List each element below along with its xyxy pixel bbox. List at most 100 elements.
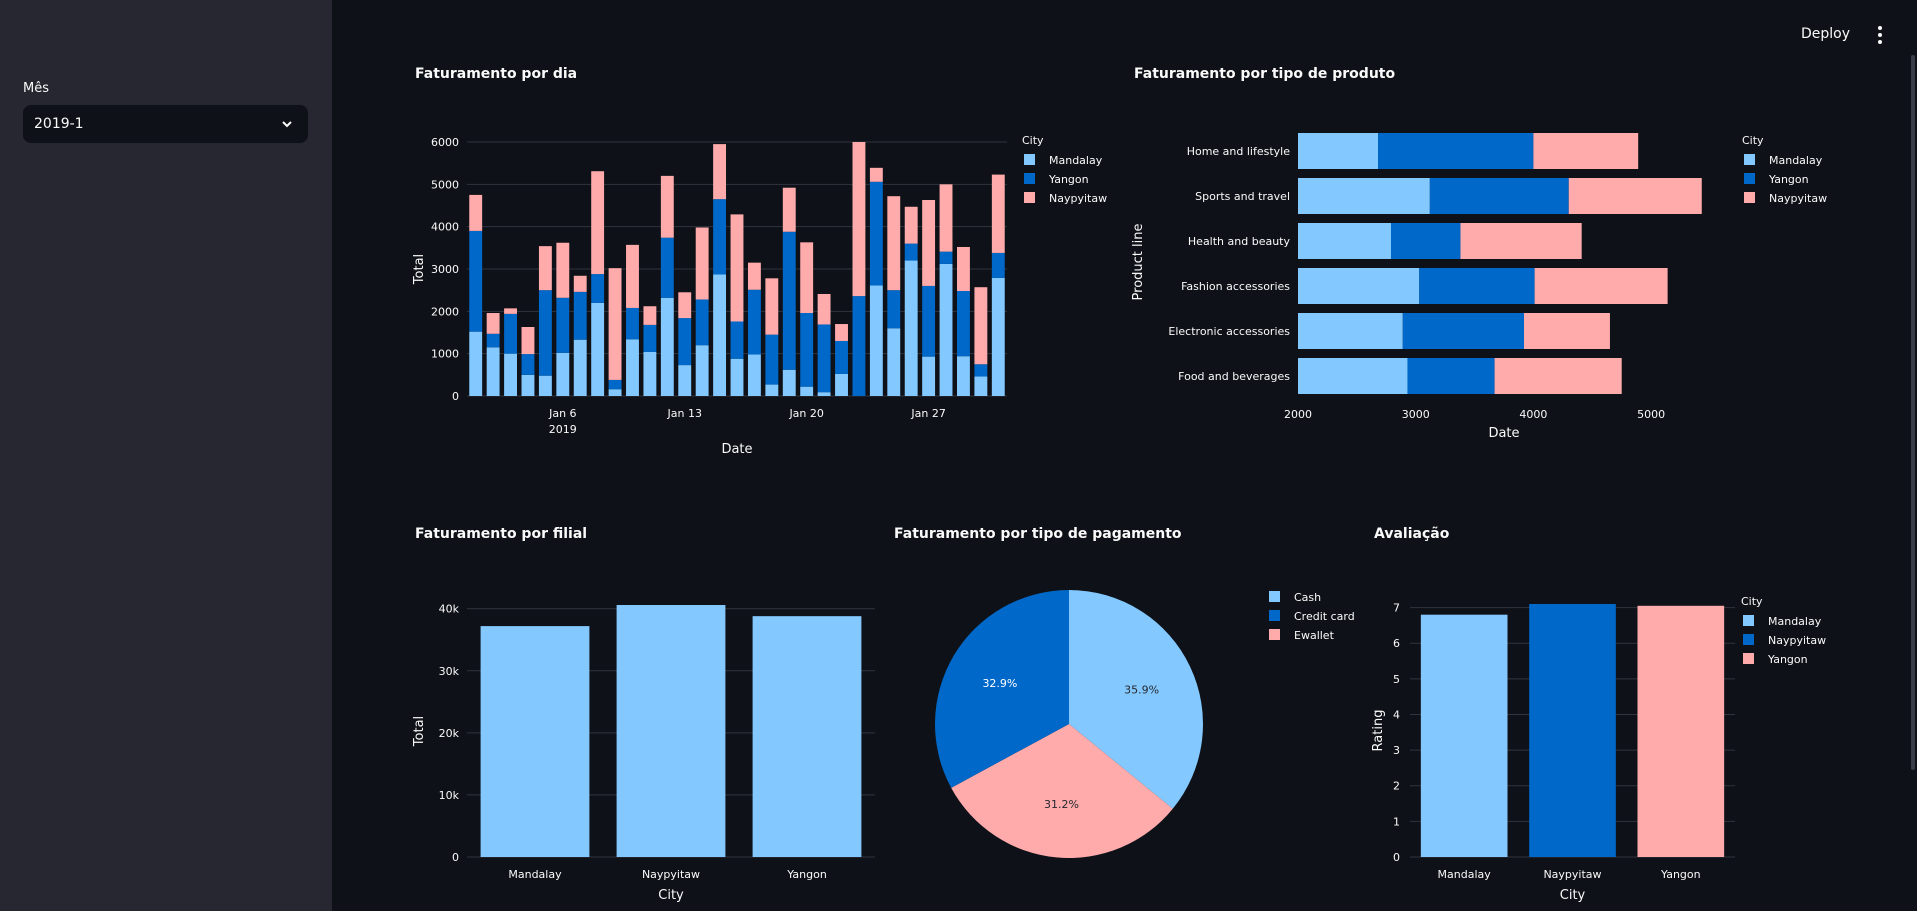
bar-segment xyxy=(1298,223,1391,259)
bar-segment xyxy=(852,142,866,297)
bar-segment xyxy=(521,354,535,375)
bar-segment xyxy=(747,289,761,355)
bar-segment xyxy=(1402,313,1525,349)
y-tick-label: Home and lifestyle xyxy=(1187,145,1291,158)
bar-segment xyxy=(974,376,988,396)
bar-segment xyxy=(887,290,901,329)
bar-segment xyxy=(521,326,535,355)
product-revenue-chart[interactable]: Home and lifestyle Sports and travel Healt… xyxy=(1125,120,1865,450)
y-tick-label: 4000 xyxy=(431,221,459,234)
month-select[interactable]: 2019-1 xyxy=(23,105,308,143)
y-tick-label: 2 xyxy=(1393,780,1400,793)
bar-segment xyxy=(730,214,744,322)
y-tick-label: 6 xyxy=(1393,637,1400,650)
x-axis-title: City xyxy=(658,888,684,903)
bar-segment xyxy=(504,353,517,396)
bar-segment xyxy=(922,199,936,286)
bar-segment xyxy=(504,313,517,354)
bar-segment xyxy=(591,171,605,275)
pie-slice xyxy=(951,724,1173,858)
y-tick-label: 5000 xyxy=(431,178,459,191)
chevron-down-icon xyxy=(282,121,292,128)
bar-segment xyxy=(713,199,727,275)
legend-label: Ewallet xyxy=(1294,629,1335,642)
x-tick-label: 3000 xyxy=(1402,408,1430,421)
x-axis-title: Date xyxy=(1488,426,1519,441)
y-tick-label: Fashion accessories xyxy=(1181,280,1290,293)
bar-segment xyxy=(939,251,953,264)
branch-revenue-chart[interactable]: 0 10k 20k 30k 40k Mandalay Naypyitaw Yangon City… xyxy=(405,585,885,911)
y-tick-label: 40k xyxy=(439,603,460,616)
pie-slice xyxy=(1069,590,1203,809)
bar-segment xyxy=(643,306,657,325)
bar-segment xyxy=(591,274,605,303)
legend-swatch xyxy=(1744,173,1755,184)
bar-segment xyxy=(678,365,692,396)
bar xyxy=(480,626,590,857)
bar-segment xyxy=(800,313,814,387)
product-revenue-title: Faturamento por tipo de produto xyxy=(1134,66,1396,82)
bar-segment xyxy=(608,389,622,396)
branch-revenue-title: Faturamento por filial xyxy=(415,526,588,542)
bar-segment xyxy=(1429,178,1569,214)
legend-label: Yangon xyxy=(1048,173,1089,186)
bar-segment xyxy=(817,324,831,393)
bar-segment xyxy=(922,285,936,357)
x-tick-label: 2000 xyxy=(1284,408,1312,421)
legend-swatch xyxy=(1024,173,1035,184)
bar-segment xyxy=(713,274,727,396)
bar-segment xyxy=(556,352,570,396)
bar-segment xyxy=(730,358,744,396)
y-tick-label: 10k xyxy=(439,789,460,802)
bar-segment xyxy=(538,375,552,396)
bar xyxy=(1529,604,1616,857)
bar-segment xyxy=(660,237,674,298)
bar-segment xyxy=(835,324,848,341)
bar-segment xyxy=(765,334,779,385)
daily-revenue-chart[interactable]: 0 1000 2000 3000 4000 5000 6000 Jan 6 2019 Jan 13… xyxy=(405,120,1125,465)
sidebar: Mês 2019-1 xyxy=(0,0,332,911)
bar-segment xyxy=(1568,178,1702,214)
payment-revenue-chart[interactable]: 35.9% 31.2% 32.9% Cash Credit card Ewallet xyxy=(925,585,1375,875)
legend-swatch xyxy=(1269,591,1280,602)
legend-swatch xyxy=(1269,629,1280,640)
x-tick-label: Yangon xyxy=(786,868,827,881)
legend-swatch xyxy=(1743,615,1754,626)
legend-swatch xyxy=(1743,653,1754,664)
legend-swatch xyxy=(1269,610,1280,621)
y-tick-label: 2000 xyxy=(431,305,459,318)
x-tick-label: 4000 xyxy=(1519,408,1547,421)
x-axis-title: Date xyxy=(721,442,752,457)
x-tick-label: Naypyitaw xyxy=(642,868,700,881)
bar-segment xyxy=(1533,133,1639,169)
bar-segment xyxy=(835,340,848,374)
y-tick-label: 3000 xyxy=(431,263,459,276)
bar-segment xyxy=(887,196,901,291)
y-tick-label: 0 xyxy=(1393,851,1400,864)
bar-segment xyxy=(1407,358,1495,394)
bar-segment xyxy=(504,308,517,314)
legend-swatch xyxy=(1024,154,1035,165)
y-axis-title: Product line xyxy=(1131,224,1146,301)
bar-segment xyxy=(556,297,570,353)
pie-label: 31.2% xyxy=(1044,798,1079,811)
x-axis-title: City xyxy=(1560,888,1586,903)
bar-segment xyxy=(538,290,552,376)
bar-segment xyxy=(747,262,761,290)
legend-title: City xyxy=(1022,134,1044,147)
bar-segment xyxy=(974,364,988,377)
rating-chart[interactable]: 0 1 2 3 4 5 6 7 Mandalay Naypyitaw Yangon City Ratin… xyxy=(1365,585,1865,911)
scrollbar[interactable] xyxy=(1911,55,1915,770)
bar-segment xyxy=(939,184,953,252)
bar-segment xyxy=(782,369,796,396)
x-tick-label: Naypyitaw xyxy=(1543,868,1601,881)
bar-segment xyxy=(922,356,936,396)
legend-title: City xyxy=(1741,595,1763,608)
bar xyxy=(616,605,726,857)
deploy-button[interactable]: Deploy xyxy=(1801,26,1851,42)
payment-revenue-title: Faturamento por tipo de pagamento xyxy=(894,526,1182,542)
y-tick-label: 1 xyxy=(1393,815,1400,828)
y-tick-label: 0 xyxy=(452,851,459,864)
more-options-icon[interactable] xyxy=(1872,24,1888,46)
bar-segment xyxy=(817,392,831,396)
